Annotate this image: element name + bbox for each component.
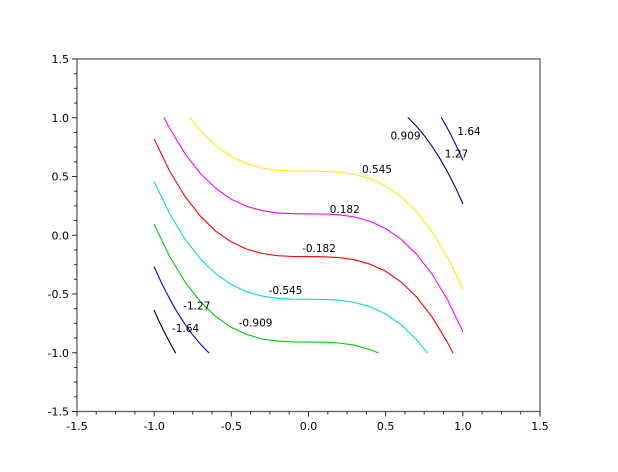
y-axis-tick-label: 0.0 [52,229,70,242]
contour-label--0.909: -0.909 [239,317,273,329]
x-axis-tick-label: 0.0 [300,420,318,433]
x-axis-tick-label: -0.5 [221,420,242,433]
contour-label--1.27: -1.27 [183,300,210,312]
contour-line--0.182 [153,138,454,354]
y-axis-tick-label: 1.5 [52,53,70,66]
contour-line-1.27 [407,117,464,205]
contour-line--0.909 [153,224,379,354]
x-axis-tick-label: 1.5 [531,420,549,433]
y-axis-tick-label: 0.5 [52,171,70,184]
contour-line--1.27 [153,266,210,354]
axes-box [76,58,541,413]
x-axis-tick-label: -1.5 [66,420,87,433]
x-axis-tick-label: 1.0 [454,420,472,433]
contour-line--0.545 [153,181,428,354]
y-axis-tick-label: -1.5 [48,406,69,419]
contour-label--1.64: -1.64 [172,323,199,335]
contour-label-1.64: 1.64 [457,126,481,138]
x-axis-tick-label: -1.0 [143,420,164,433]
contour-label-0.545: 0.545 [362,164,392,176]
y-axis-tick-label: 1.0 [52,112,70,125]
y-axis-tick-label: -0.5 [48,288,69,301]
contour-line-0.909 [238,117,464,247]
contour-line-1.64 [440,117,464,161]
contour-line-0.182 [163,117,464,332]
contour-line--1.64 [153,309,177,354]
contour-label-0.182: 0.182 [330,204,360,216]
x-axis-tick-label: 0.5 [377,420,395,433]
contour-label--0.545: -0.545 [269,285,303,297]
contour-label-1.27: 1.27 [445,148,468,160]
contour-line-0.545 [189,117,464,290]
contour-label-0.909: 0.909 [391,131,421,143]
y-axis-tick-label: -1.0 [48,347,69,360]
contour-label--0.182: -0.182 [302,243,336,255]
